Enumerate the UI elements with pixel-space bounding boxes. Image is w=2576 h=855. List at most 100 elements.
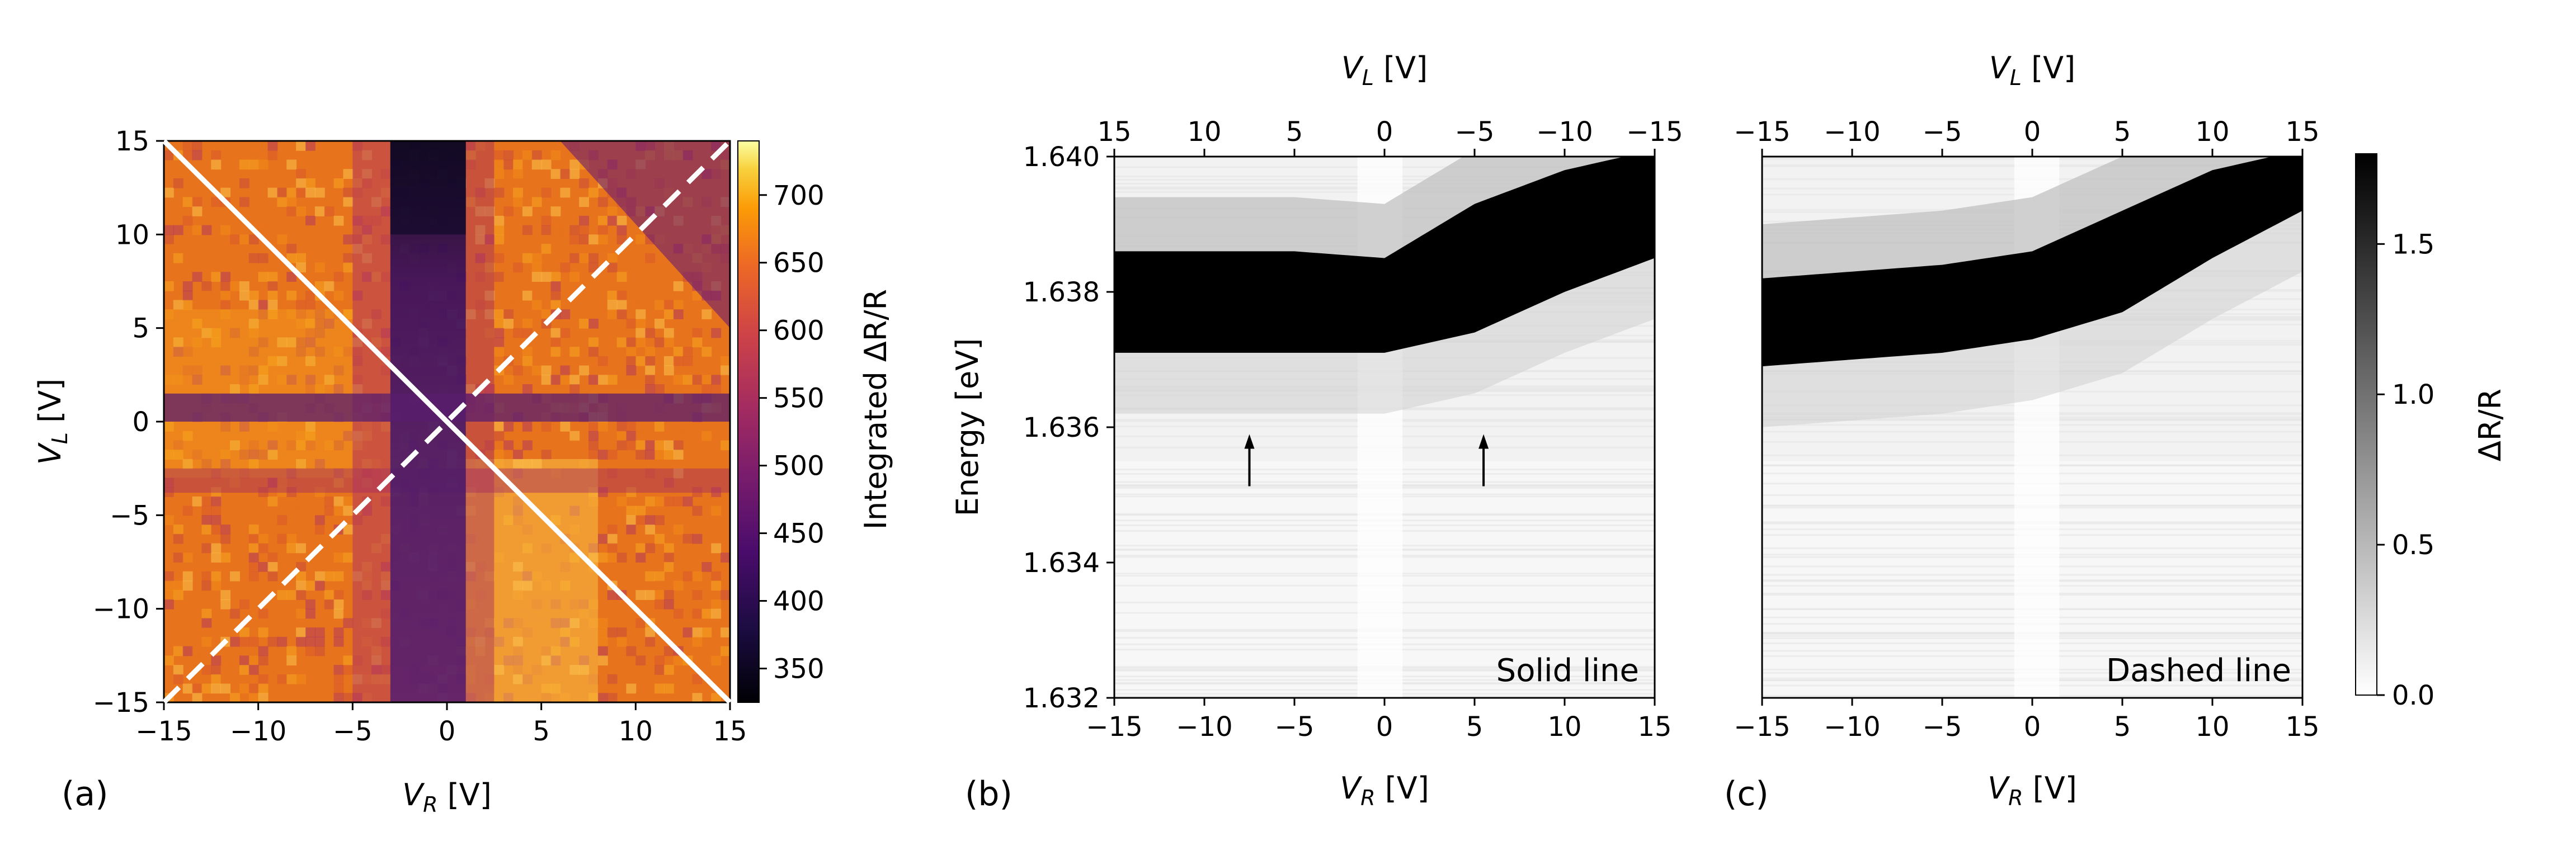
heatmap-a-cell: [286, 655, 297, 666]
heatmap-a-cell: [541, 337, 552, 348]
heatmap-a-cell: [541, 309, 552, 319]
heatmap-a-cell: [531, 422, 542, 432]
heatmap-a-cell: [201, 328, 212, 338]
heatmap-a-cell: [248, 328, 259, 338]
heatmap-a-cell: [173, 253, 183, 263]
top-x-tick-label: 0: [2024, 116, 2041, 148]
heatmap-a-cell: [588, 450, 599, 460]
heatmap-a-cell: [173, 178, 183, 188]
heatmap-a-cell: [673, 375, 684, 385]
heatmap-a-cell: [277, 590, 288, 600]
heatmap-a-cell: [201, 487, 212, 497]
top-x-tick-label: 15: [1097, 116, 1131, 148]
x-tick-label: 15: [1637, 711, 1671, 743]
heatmap-a-cell: [560, 347, 571, 357]
heatmap-a-cell: [277, 683, 288, 694]
heatmap-a-cell: [173, 580, 183, 591]
heatmap-a-cell: [513, 197, 523, 207]
heatmap-a-cell: [343, 665, 354, 675]
colorbar-tick-label-c: 0.5: [2392, 530, 2434, 561]
heatmap-a-cell: [560, 356, 571, 366]
heatmap-a-cell: [616, 337, 627, 348]
heatmap-a-cell: [635, 244, 646, 254]
x-axis-label-c: VR [V]: [1988, 771, 2077, 810]
heatmap-a-cell: [626, 440, 637, 451]
heatmap-a-cell: [267, 272, 278, 282]
heatmap-a-cell: [192, 337, 202, 348]
heatmap-a-cell: [673, 468, 684, 479]
heatmap-a-cell: [296, 543, 306, 554]
heatmap-a-cell: [503, 440, 514, 451]
heatmap-a-cell: [673, 309, 684, 319]
heatmap-a-cell: [258, 253, 269, 263]
heatmap-a-cell: [305, 337, 315, 348]
x-tick-label: −10: [1824, 711, 1880, 743]
heatmap-a-cell: [192, 375, 202, 385]
heatmap-a-cell: [560, 225, 571, 235]
heatmap-a-cell: [230, 636, 240, 647]
heatmap-a-cell: [296, 590, 306, 600]
heatmap-a-cell: [220, 665, 231, 675]
heatmap-a-cell: [654, 337, 665, 348]
heatmap-a-cell: [333, 290, 344, 301]
heatmap-a-cell: [314, 328, 325, 338]
heatmap-a-cell: [560, 187, 571, 198]
heatmap-a-cell: [550, 244, 561, 254]
heatmap-a-cell: [494, 187, 505, 198]
heatmap-a-cell: [239, 197, 249, 207]
heatmap-a-cell: [258, 365, 269, 376]
heatmap-a-cell: [635, 468, 646, 479]
heatmap-a-cell: [607, 674, 618, 684]
heatmap-a-cell: [550, 290, 561, 301]
heatmap-a-cell: [569, 272, 580, 282]
heatmap-a-cell: [711, 571, 722, 582]
heatmap-a-cell: [286, 244, 297, 254]
heatmap-a-cell: [267, 571, 278, 582]
heatmap-a-cell: [626, 525, 637, 535]
heatmap-a-cell: [277, 234, 288, 245]
heatmap-a-cell: [267, 636, 278, 647]
heatmap-a-cell: [192, 309, 202, 319]
heatmap-a-cell: [654, 272, 665, 282]
heatmap-a-cell: [286, 590, 297, 600]
heatmap-a-cell: [616, 636, 627, 647]
heatmap-a-cell: [305, 422, 315, 432]
heatmap-a-cell: [305, 290, 315, 301]
heatmap-a-cell: [277, 187, 288, 198]
heatmap-a-cell: [513, 169, 523, 179]
heatmap-a-cell: [164, 187, 174, 198]
heatmap-a-cell: [258, 375, 269, 385]
heatmap-a-cell: [305, 187, 315, 198]
heatmap-a-cell: [324, 356, 335, 366]
heatmap-a-cell: [626, 683, 637, 694]
heatmap-a-cell: [248, 562, 259, 572]
heatmap-a-cell: [258, 356, 269, 366]
spectrum-peak-band: [1114, 157, 1655, 353]
heatmap-a-cell: [333, 365, 344, 376]
heatmap-a-cell: [182, 459, 193, 469]
heatmap-a-cell: [645, 440, 656, 451]
heatmap-a-cell: [607, 450, 618, 460]
heatmap-a-cell: [663, 543, 674, 554]
heatmap-a-cell: [654, 655, 665, 666]
heatmap-a-cell: [541, 375, 552, 385]
heatmap-a-cell: [248, 384, 259, 394]
heatmap-a-cell: [616, 496, 627, 507]
heatmap-a-cell: [475, 253, 486, 263]
heatmap-a-cell: [296, 300, 306, 310]
heatmap-a-cell: [248, 187, 259, 198]
heatmap-a-cell: [494, 422, 505, 432]
heatmap-a-cell: [173, 646, 183, 656]
heatmap-a-cell: [258, 655, 269, 666]
heatmap-a-cell: [654, 562, 665, 572]
heatmap-a-cell: [267, 309, 278, 319]
heatmap-a-cell: [314, 206, 325, 216]
colorbar-tick-label-a: 600: [773, 315, 825, 347]
heatmap-a-cell: [560, 422, 571, 432]
heatmap-a-cell: [541, 159, 552, 170]
heatmap-a-cell: [286, 187, 297, 198]
heatmap-a-cell: [182, 300, 193, 310]
heatmap-a-cell: [522, 318, 533, 329]
heatmap-a-cell: [164, 487, 174, 497]
heatmap-a-cell: [239, 281, 249, 291]
